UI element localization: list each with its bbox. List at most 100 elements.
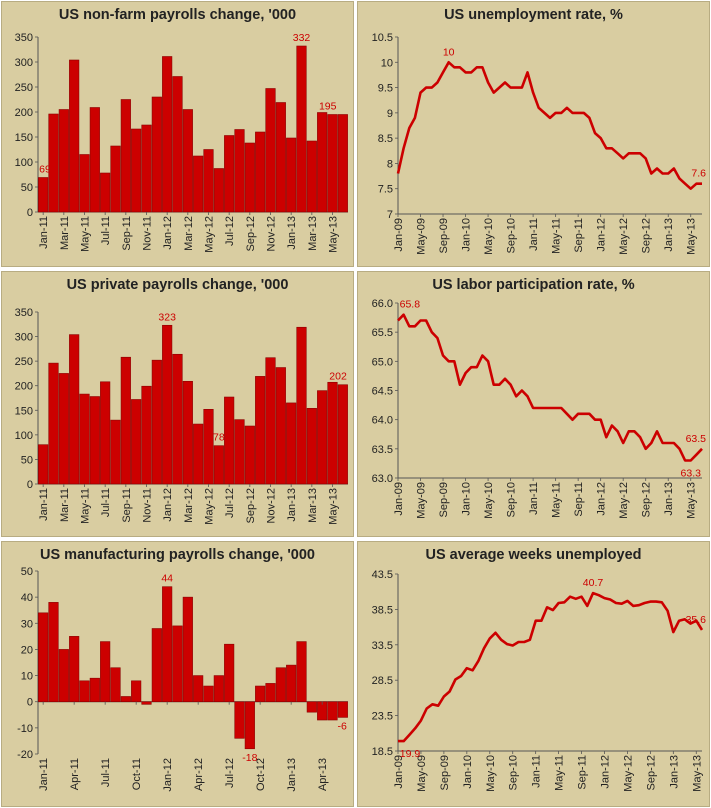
y-tick-label: 63.0: [372, 473, 393, 485]
bar: [162, 324, 173, 485]
bar: [255, 131, 266, 213]
bar: [213, 445, 224, 485]
bar: [89, 396, 100, 485]
x-tick-label: Sep-12: [645, 755, 657, 790]
y-tick-label: 100: [15, 157, 33, 169]
series-line: [398, 591, 704, 743]
x-tick-label: Mar-11: [59, 488, 71, 522]
bar: [38, 612, 49, 703]
data-label: 7.6: [691, 168, 706, 180]
y-tick-label: 300: [15, 332, 33, 344]
y-tick-label: 150: [15, 405, 33, 417]
bar: [234, 419, 245, 485]
bar: [79, 680, 90, 703]
bar: [203, 149, 214, 213]
x-tick-label: Apr-12: [193, 758, 205, 791]
y-tick-label: -20: [17, 749, 33, 761]
chart-svg-priv: 0 50 100 150 200 250 300 350 Jan-11 Mar-11 May-11 J…: [15, 307, 348, 525]
bar: [275, 667, 286, 703]
y-tick-label: 64.0: [372, 415, 393, 427]
chart-svg-mfg: -20 -10 0 10 20 30 40 50 Jan-11 Apr-11 Jul-11 Oct-1…: [17, 566, 348, 792]
bar: [286, 402, 297, 485]
chart-panel-weeks: US average weeks unemployed 18.5 23.5 28.5 3…: [357, 541, 710, 807]
y-tick-label: 10: [21, 671, 33, 683]
y-tick-label: 64.5: [372, 386, 393, 398]
x-tick-label: Nov-11: [142, 488, 154, 523]
x-tick-label: Jan-10: [462, 755, 474, 789]
bar: [58, 649, 69, 703]
x-tick-label: Mar-13: [307, 216, 319, 251]
x-tick-label: May-11: [80, 488, 92, 524]
x-tick-label: May-12: [204, 216, 216, 253]
x-tick-label: May-11: [554, 755, 566, 791]
chart-title: US unemployment rate, %: [444, 7, 623, 23]
data-label: 63.3: [681, 468, 702, 480]
bar: [110, 419, 121, 485]
bar: [100, 381, 111, 485]
y-tick-label: 40: [21, 592, 33, 604]
bar: [48, 362, 59, 485]
x-tick-label: Sep-10: [506, 482, 518, 517]
y-tick-label: 65.5: [372, 327, 393, 339]
chart-svg-unemp: 7 7.5 8 8.5 9 9.5 10 10.5 Jan-09 May-09 Sep-09 Jan-…: [372, 32, 707, 255]
data-label: 44: [161, 573, 173, 585]
bar: [79, 154, 90, 213]
bar: [224, 643, 235, 703]
bar: [265, 683, 276, 703]
bar: [203, 409, 214, 485]
x-tick-label: Jan-13: [286, 758, 298, 792]
y-tick-label: 8.5: [378, 133, 393, 145]
data-label: -6: [337, 720, 346, 732]
x-tick-label: May-13: [691, 755, 703, 792]
chart-title: US labor participation rate, %: [432, 277, 635, 293]
bar: [296, 641, 307, 703]
x-tick-label: May-10: [485, 755, 497, 792]
bar: [193, 155, 204, 213]
x-tick-label: Jan-12: [162, 758, 174, 792]
x-tick-label: Sep-09: [438, 218, 450, 253]
bar: [162, 56, 173, 213]
x-tick-label: May-11: [80, 216, 92, 252]
bar: [193, 675, 204, 703]
x-tick-label: Sep-09: [439, 755, 451, 790]
chart-title: US average weeks unemployed: [425, 547, 642, 563]
bar: [120, 99, 131, 213]
bar: [224, 396, 235, 485]
bar: [162, 586, 173, 703]
x-tick-label: Jan-11: [528, 218, 540, 251]
data-label: 35.6: [686, 614, 707, 626]
chart-title: US private payrolls change, '000: [66, 277, 289, 293]
x-tick-label: May-12: [618, 482, 630, 519]
bar: [244, 701, 255, 750]
bar: [224, 135, 235, 213]
x-tick-label: Jan-09: [393, 482, 405, 516]
bar: [151, 628, 162, 703]
y-tick-label: 50: [21, 182, 33, 194]
x-tick-label: Sep-10: [506, 218, 518, 253]
y-tick-label: 7.5: [378, 184, 393, 196]
bar: [172, 625, 183, 703]
x-tick-label: Jan-13: [663, 482, 675, 516]
bar: [131, 399, 142, 485]
x-tick-label: Sep-12: [245, 488, 257, 523]
bar: [265, 88, 276, 213]
bar: [234, 129, 245, 213]
y-tick-label: 33.5: [372, 640, 393, 652]
series-line: [396, 60, 702, 190]
chart-panel-priv: US private payrolls change, '000 0 50 100 15…: [1, 271, 354, 537]
bar: [317, 390, 328, 485]
y-tick-label: 23.5: [372, 711, 393, 723]
y-tick-label: 28.5: [372, 675, 393, 687]
x-tick-label: Jan-13: [663, 218, 675, 252]
y-tick-label: 10.5: [372, 32, 393, 44]
bar: [38, 444, 49, 485]
y-tick-label: 63.5: [372, 444, 393, 456]
y-tick-label: 200: [15, 381, 33, 393]
y-tick-label: 10: [381, 57, 393, 69]
data-label: 202: [329, 371, 347, 383]
x-tick-label: Jul-12: [224, 488, 236, 518]
bar: [89, 107, 100, 213]
x-tick-label: Jan-11: [531, 755, 543, 788]
y-tick-label: 8: [387, 158, 393, 170]
x-tick-label: Oct-11: [131, 758, 143, 790]
